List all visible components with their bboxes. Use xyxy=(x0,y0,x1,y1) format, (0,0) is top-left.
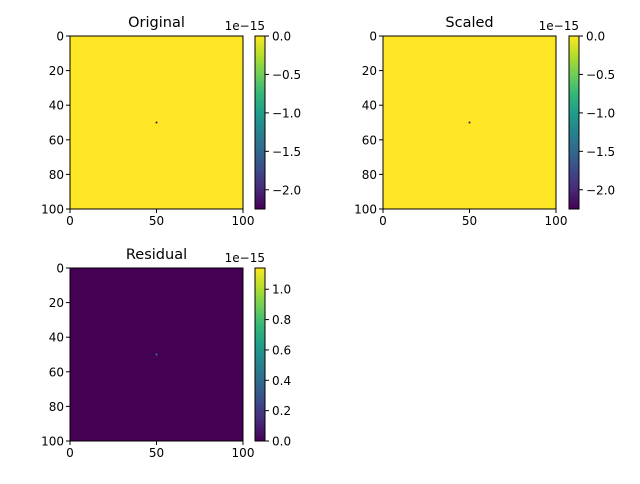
y-tick-label: 40 xyxy=(49,99,64,113)
y-tick-label: 40 xyxy=(362,99,377,113)
colorbar-frame xyxy=(568,35,580,210)
heatmap-hot-pixel xyxy=(155,121,158,124)
colorbar-tick-label: 0.0 xyxy=(272,435,291,449)
colorbar-tick-label: 0.2 xyxy=(272,404,291,418)
y-tick-label: 100 xyxy=(41,203,64,217)
colorbar-tick-label: 0.0 xyxy=(272,30,291,44)
y-tick-label: 40 xyxy=(49,331,64,345)
x-tick-label: 50 xyxy=(149,446,164,460)
colorbar-tick-label: 0.6 xyxy=(272,343,291,357)
colorbar xyxy=(569,36,579,209)
colorbar-tick-label: −2.0 xyxy=(272,183,301,197)
x-tick-label: 50 xyxy=(149,214,164,228)
x-tick-label: 100 xyxy=(545,214,568,228)
subplot-title: Original xyxy=(128,15,185,31)
y-tick-label: 0 xyxy=(56,262,64,276)
colorbar-tick-label: −0.5 xyxy=(586,68,615,82)
heatmap-hot-pixel xyxy=(155,353,158,356)
y-tick-label: 0 xyxy=(56,30,64,44)
colorbar-exponent-label: 1e−15 xyxy=(225,251,265,265)
x-tick-label: 100 xyxy=(232,446,255,460)
colorbar-tick-label: −1.0 xyxy=(272,106,301,120)
y-tick-label: 80 xyxy=(362,168,377,182)
subplot-title: Scaled xyxy=(445,15,493,31)
y-tick-label: 20 xyxy=(49,296,64,310)
colorbar-tick-label: −1.0 xyxy=(586,106,615,120)
y-tick-label: 80 xyxy=(49,168,64,182)
y-tick-label: 20 xyxy=(49,64,64,78)
colorbar-tick-label: −2.0 xyxy=(586,183,615,197)
colorbar-tick-label: 0.4 xyxy=(272,374,291,388)
x-tick-label: 100 xyxy=(232,214,255,228)
colorbar-exponent-label: 1e−15 xyxy=(539,19,579,33)
colorbar-tick-label: 0.0 xyxy=(586,30,605,44)
y-tick-label: 60 xyxy=(49,133,64,147)
y-tick-label: 60 xyxy=(362,133,377,147)
x-tick-label: 0 xyxy=(379,214,387,228)
colorbar-frame xyxy=(254,35,266,210)
colorbar-tick-label: −1.5 xyxy=(272,145,301,159)
y-tick-label: 80 xyxy=(49,400,64,414)
y-tick-label: 100 xyxy=(41,435,64,449)
colorbar xyxy=(255,268,265,441)
heatmap-hot-pixel xyxy=(468,121,471,124)
colorbar-tick-label: −1.5 xyxy=(586,145,615,159)
colorbar-tick-label: −0.5 xyxy=(272,68,301,82)
colorbar-tick-label: 0.8 xyxy=(272,313,291,327)
colorbar-tick-label: 1.0 xyxy=(272,283,291,297)
x-tick-label: 50 xyxy=(462,214,477,228)
y-tick-label: 100 xyxy=(354,203,377,217)
subplot-title: Residual xyxy=(126,247,187,263)
colorbar-exponent-label: 1e−15 xyxy=(225,19,265,33)
x-tick-label: 0 xyxy=(66,214,74,228)
colorbar-frame xyxy=(254,267,266,442)
y-tick-label: 0 xyxy=(369,30,377,44)
x-tick-label: 0 xyxy=(66,446,74,460)
y-tick-label: 60 xyxy=(49,365,64,379)
colorbar xyxy=(255,36,265,209)
y-tick-label: 20 xyxy=(362,64,377,78)
